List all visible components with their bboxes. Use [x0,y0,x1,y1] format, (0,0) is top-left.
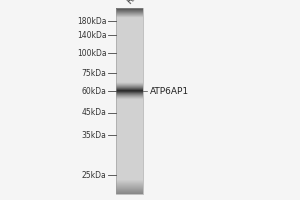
Text: 45kDa: 45kDa [82,108,106,117]
Text: 100kDa: 100kDa [77,48,106,58]
Text: ATP6AP1: ATP6AP1 [150,86,189,96]
Text: 35kDa: 35kDa [82,130,106,140]
Text: Rat lung: Rat lung [126,0,157,6]
Bar [116,8,142,194]
Text: 75kDa: 75kDa [82,68,106,77]
Text: 60kDa: 60kDa [82,86,106,96]
Text: 180kDa: 180kDa [77,17,106,25]
Text: 140kDa: 140kDa [77,30,106,40]
Text: 25kDa: 25kDa [82,170,106,180]
